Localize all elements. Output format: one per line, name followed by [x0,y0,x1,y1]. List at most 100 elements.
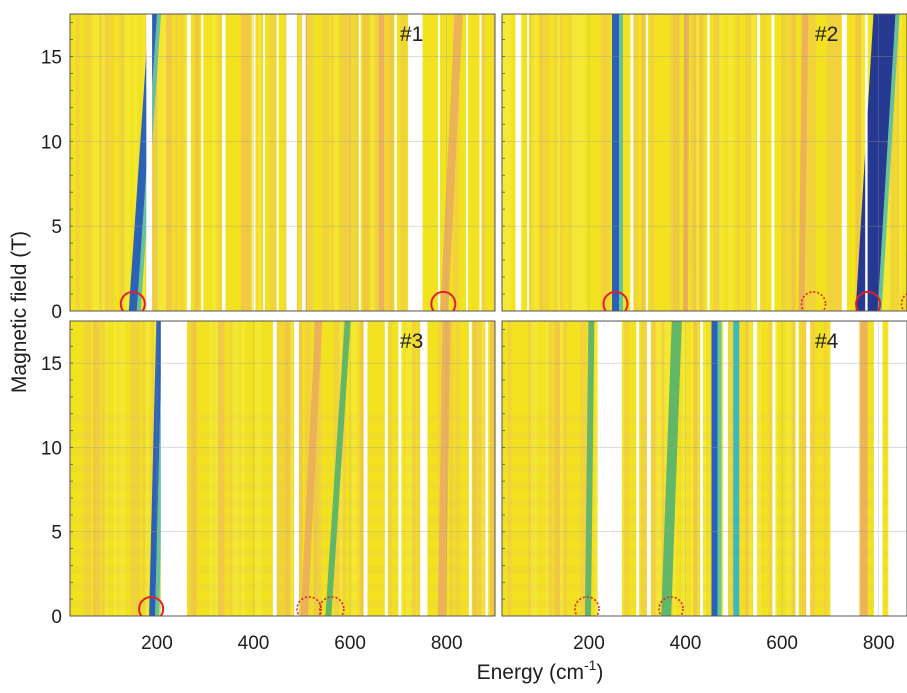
texture-stripe [174,14,179,311]
data-gap [757,14,760,311]
field-band [502,532,907,541]
texture-stripe [774,321,778,616]
texture-stripe [823,321,828,616]
panel-frame [69,320,496,617]
data-gap [645,14,648,311]
data-gap [527,14,530,311]
mode-marker-dotted [800,291,827,311]
x-tick-label: 600 [766,633,798,654]
texture-stripe [788,14,795,311]
texture-stripe [791,321,798,616]
field-band [502,414,907,423]
texture-stripe [330,14,336,311]
field-band [70,448,495,456]
texture-stripe [377,14,381,311]
texture-stripe [110,14,114,311]
data-gap [286,14,297,311]
texture-stripe [240,321,246,616]
texture-stripe [855,14,862,311]
texture-stripe [211,14,216,311]
field-band [70,549,495,557]
mode-markers [119,290,457,311]
texture-stripe [93,321,99,616]
texture-stripe [832,14,837,311]
texture-stripe [748,14,752,311]
texture-stripe [548,321,553,616]
panel-label-1: #1 [400,23,423,46]
absorption-mode-edge [618,14,623,311]
texture-stripe [298,321,303,616]
texture-stripe [101,14,108,311]
texture-stripe [342,14,348,311]
missing-data-gaps [597,321,907,616]
texture-stripe [342,321,346,616]
data-gap [888,321,907,616]
texture-stripe [641,321,648,616]
field-band [502,448,907,456]
field-band [70,498,495,507]
texture-stripe [557,14,562,311]
texture-stripe [600,14,605,311]
y-tick-label: 15 [41,354,62,375]
texture-stripe [104,14,111,311]
texture-stripe [246,14,251,311]
mode-marker-solid [119,290,146,311]
texture-stripe [411,321,416,616]
panel-label-4: #4 [815,330,839,353]
texture-stripe [701,321,707,616]
texture-stripe [539,14,543,311]
data-gap [394,14,397,311]
texture-stripe [316,321,322,616]
field-band [502,431,907,439]
texture-stripe [716,14,722,311]
texture-stripe [670,14,674,311]
texture-stripe [649,14,655,311]
x-tick-label: 400 [670,633,702,654]
x-axis-label-main: Energy (cm [477,661,584,684]
grid [502,321,907,616]
field-band [70,532,495,541]
texture-stripe [142,321,146,616]
texture-stripe [580,14,586,311]
data-gap [707,14,710,311]
field-bands [502,414,907,608]
texture-stripe [580,321,587,616]
mode-marker-solid [430,290,457,311]
texture-stripe [530,321,538,616]
field-band [70,465,495,473]
mode-marker-solid [855,290,882,311]
mode-markers [138,595,345,616]
x-axis-label-exponent: -1 [584,657,597,673]
panel-1 [70,14,495,311]
texture-stripe [130,321,135,616]
field-band [502,566,907,574]
panel-3 [70,321,495,616]
data-gap [384,321,388,616]
field-band [502,549,907,557]
data-gap [466,14,468,311]
texture-stripe [481,14,486,311]
y-axis-label: Magnetic field (T) [8,231,31,393]
texture-stripe [417,321,422,616]
texture-stripe [322,14,328,311]
absorption-mode [437,321,451,616]
data-gap [873,321,883,616]
y-tick-label: 0 [51,607,62,628]
x-tick-label: 200 [141,633,173,654]
texture-stripe [400,14,407,311]
texture-stripe [898,14,902,311]
texture-stripe [574,14,581,311]
texture-stripe [757,321,762,616]
data-gap [146,14,153,311]
absorption-modes [584,321,868,616]
texture-stripe [194,14,200,311]
panel-4 [502,321,907,616]
texture-stripe [748,321,752,616]
texture-stripe [554,14,559,311]
texture-stripe [304,321,308,616]
data-gap [301,14,306,311]
texture-stripe [812,14,817,311]
data-gap [294,321,299,616]
texture-stripe [290,321,294,616]
texture-stripe [528,14,532,311]
